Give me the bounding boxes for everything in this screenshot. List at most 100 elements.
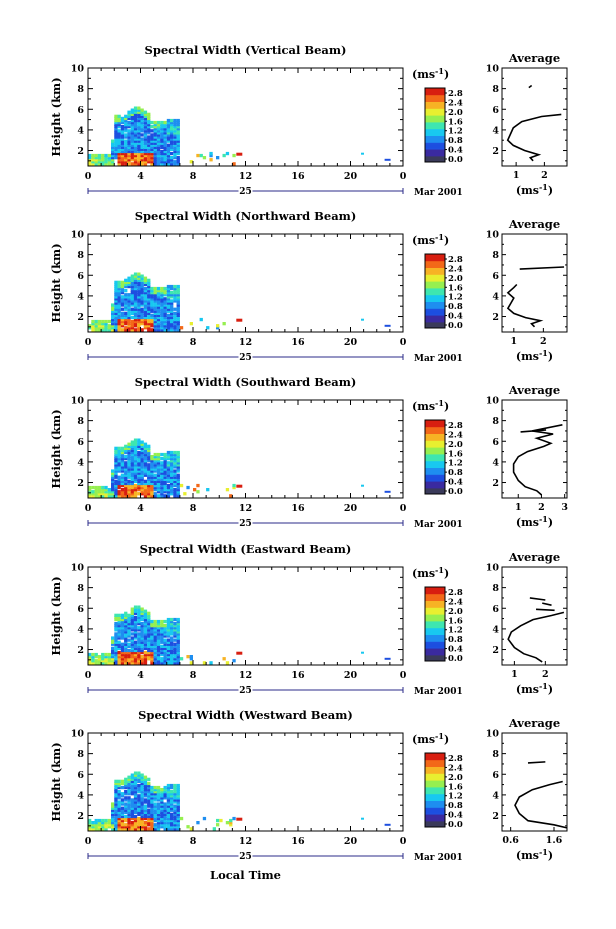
colorbar-swatch — [425, 594, 445, 597]
heatmap-cell — [156, 297, 161, 301]
heatmap-cell — [147, 452, 151, 457]
heatmap-cell — [166, 650, 171, 655]
heatmap-cell — [127, 284, 131, 289]
heatmap-cell — [130, 816, 134, 821]
heatmap-cell — [111, 477, 115, 481]
heatmap-cell — [153, 661, 157, 665]
heatmap-cell — [153, 452, 157, 457]
heatmap-cell — [111, 313, 115, 317]
heatmap-cell — [176, 162, 180, 166]
colorbar-swatch — [425, 771, 445, 773]
average-frame — [501, 566, 568, 666]
heatmap-cell — [97, 162, 102, 166]
heatmap-cell — [216, 324, 220, 328]
heatmap-cell — [114, 473, 118, 477]
heatmap-cell — [143, 492, 148, 496]
colorbar-swatch — [425, 779, 445, 781]
heatmap-cell — [166, 322, 171, 326]
heatmap-cell — [88, 661, 92, 665]
heatmap-cell — [143, 652, 148, 657]
heatmap-cell — [124, 455, 128, 459]
heatmap-cell — [170, 141, 174, 145]
heatmap-cell — [150, 794, 154, 798]
heatmap-cell — [137, 120, 141, 125]
heatmap-cell — [160, 307, 164, 311]
heatmap-cell — [124, 617, 128, 622]
colorbar-swatch — [425, 303, 445, 306]
heatmap-cell — [88, 652, 92, 657]
heatmap-cell — [114, 145, 118, 149]
heatmap-cell — [127, 644, 131, 648]
heatmap-cell — [124, 661, 128, 665]
heatmap-cell — [140, 469, 144, 473]
heatmap-cell — [140, 632, 144, 636]
heatmap-cell — [147, 622, 151, 626]
colorbar-unit-sup: -1 — [435, 731, 444, 741]
heatmap-cell — [124, 457, 128, 461]
heatmap-cell — [137, 655, 141, 659]
date-month-label: Mar 2001 — [414, 188, 463, 198]
heatmap-cell — [140, 488, 144, 492]
heatmap-cell — [163, 792, 167, 796]
heatmap-cell — [147, 303, 151, 307]
heatmap-cell — [176, 661, 180, 665]
colorbar-swatch — [425, 125, 445, 127]
heatmap-cell — [143, 646, 148, 650]
heatmap-cell — [160, 630, 164, 634]
heatmap-cell — [153, 305, 157, 309]
heatmap-cell — [147, 777, 151, 781]
heatmap-cell — [156, 289, 161, 293]
heatmap-cell — [170, 315, 174, 320]
heatmap-cell — [133, 438, 138, 442]
heatmap-cell — [143, 160, 148, 164]
heatmap-cell — [127, 129, 131, 133]
heatmap-cell — [150, 802, 154, 806]
heatmap-cell — [114, 632, 118, 636]
heatmap-cell — [124, 289, 128, 293]
x-tick-label: 20 — [344, 171, 358, 182]
colorbar-swatch — [425, 294, 445, 297]
heatmap-cell — [91, 655, 95, 659]
heatmap-cell — [124, 305, 128, 309]
heatmap-cell — [137, 473, 141, 477]
colorbar-swatch — [425, 474, 445, 476]
y-axis-title: Height (km) — [49, 742, 63, 821]
heatmap-cell — [166, 326, 171, 330]
heatmap-cell — [137, 634, 141, 638]
colorbar-swatch — [425, 784, 445, 787]
heatmap-cell — [120, 646, 125, 650]
heatmap-cell — [133, 640, 138, 644]
heatmap-cell — [117, 806, 121, 810]
heatmap-cell — [147, 630, 151, 634]
heatmap-cell — [147, 792, 151, 796]
heatmap-cell — [107, 162, 111, 166]
heatmap-cell — [114, 311, 118, 315]
heatmap-cell — [117, 295, 121, 299]
heatmap-cell — [160, 479, 164, 483]
panel-title: Spectral Width (Vertical Beam) — [145, 43, 347, 57]
heatmap-cell — [140, 278, 144, 282]
heatmap-cell — [133, 814, 138, 819]
heatmap-cell — [127, 783, 131, 788]
heatmap-cell — [143, 442, 148, 446]
heatmap-cell — [147, 158, 151, 162]
heatmap-cell — [176, 131, 180, 135]
colorbar-swatch — [425, 768, 445, 771]
heatmap-cell — [153, 139, 157, 143]
heatmap-cell — [156, 794, 161, 798]
heatmap-cell — [137, 800, 141, 804]
heatmap-cell — [147, 802, 151, 806]
heatmap-cell — [117, 313, 121, 317]
heatmap-cell — [117, 655, 121, 659]
heatmap-cell — [156, 802, 161, 806]
heatmap-cell — [117, 147, 121, 151]
heatmap-cell — [153, 485, 157, 490]
colorbar-swatch — [425, 631, 445, 633]
heatmap-cell — [117, 632, 121, 636]
heatmap-cell — [150, 305, 154, 309]
heatmap-cell — [117, 661, 121, 665]
average-unit-sup: -1 — [539, 847, 548, 857]
heatmap-cell — [163, 137, 167, 141]
heatmap-cell — [156, 120, 161, 125]
heatmap-cell — [120, 473, 125, 477]
